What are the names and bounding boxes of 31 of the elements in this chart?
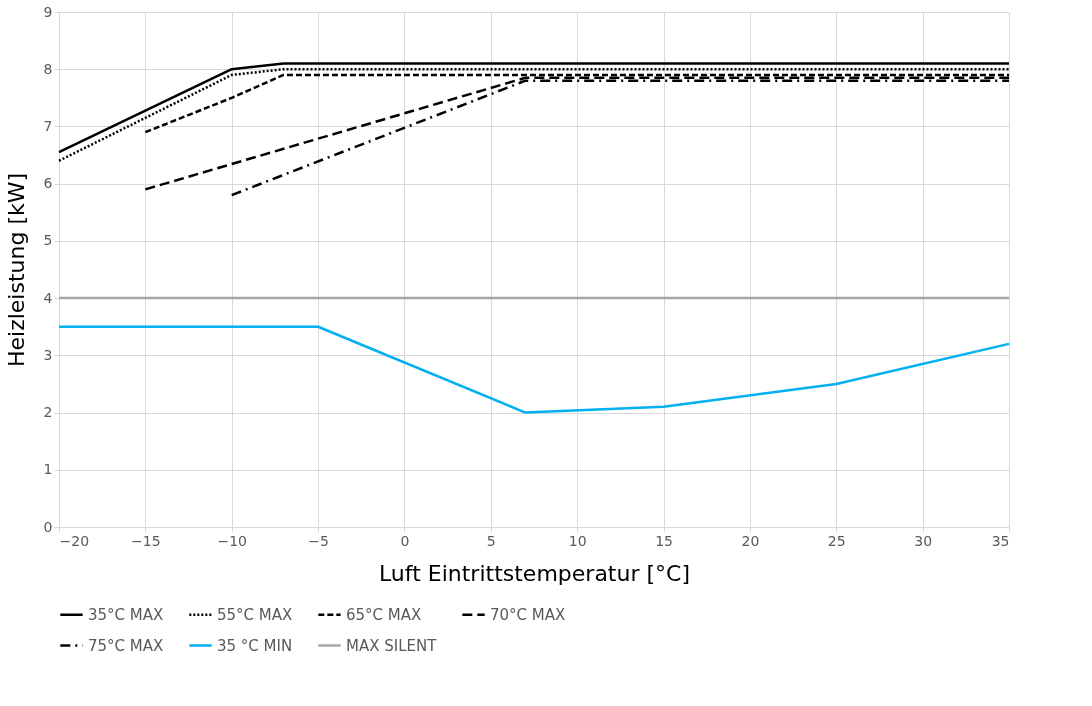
x-tick-label: 5 [486, 532, 496, 549]
legend-label: 70°C MAX [490, 605, 566, 624]
legend-label: 75°C MAX [88, 636, 164, 655]
y-tick-label: 5 [43, 232, 53, 249]
x-tick-label: 30 [914, 532, 933, 549]
legend-label: 35 °C MIN [217, 636, 293, 655]
y-tick-label: 3 [43, 346, 53, 363]
y-tick-label: 4 [43, 289, 53, 306]
y-tick-label: 6 [43, 175, 53, 192]
x-tick-label: −5 [308, 532, 329, 549]
legend-label: 55°C MAX [217, 605, 293, 624]
x-tick-label: 25 [827, 532, 846, 549]
y-axis-title: Heizleistung [kW] [3, 172, 29, 368]
legend-label: 65°C MAX [346, 605, 422, 624]
y-tick-label: 7 [43, 117, 53, 134]
x-tick-label: 20 [741, 532, 760, 549]
y-tick-label: 2 [43, 404, 53, 421]
x-tick-label: 35 [991, 532, 1010, 549]
y-tick-label: 1 [43, 461, 53, 478]
x-tick-label: −10 [217, 532, 247, 549]
y-tick-label: 9 [43, 3, 53, 20]
x-tick-label: −15 [131, 532, 161, 549]
x-tick-label: 15 [655, 532, 673, 549]
x-axis-title: Luft Eintrittstemperatur [°C] [379, 560, 690, 586]
x-tick-label: 10 [568, 532, 587, 549]
y-tick-label: 8 [43, 60, 53, 77]
x-tick-label: −20 [59, 532, 90, 549]
x-tick-label: 0 [400, 532, 410, 549]
y-tick-label: 0 [43, 518, 53, 535]
legend-label: 35°C MAX [88, 605, 164, 624]
legend-label: MAX SILENT [346, 636, 438, 655]
